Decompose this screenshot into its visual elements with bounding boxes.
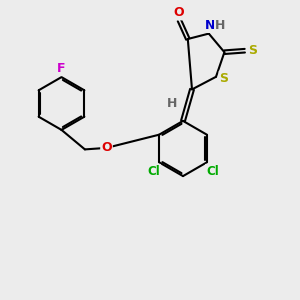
Text: Cl: Cl <box>147 165 160 178</box>
Text: O: O <box>101 141 112 154</box>
Text: S: S <box>220 71 229 85</box>
Text: O: O <box>173 6 184 20</box>
Text: Cl: Cl <box>206 165 219 178</box>
Text: S: S <box>248 44 257 57</box>
Text: H: H <box>215 19 225 32</box>
Text: F: F <box>57 62 66 75</box>
Text: H: H <box>167 97 177 110</box>
Text: N: N <box>205 19 215 32</box>
